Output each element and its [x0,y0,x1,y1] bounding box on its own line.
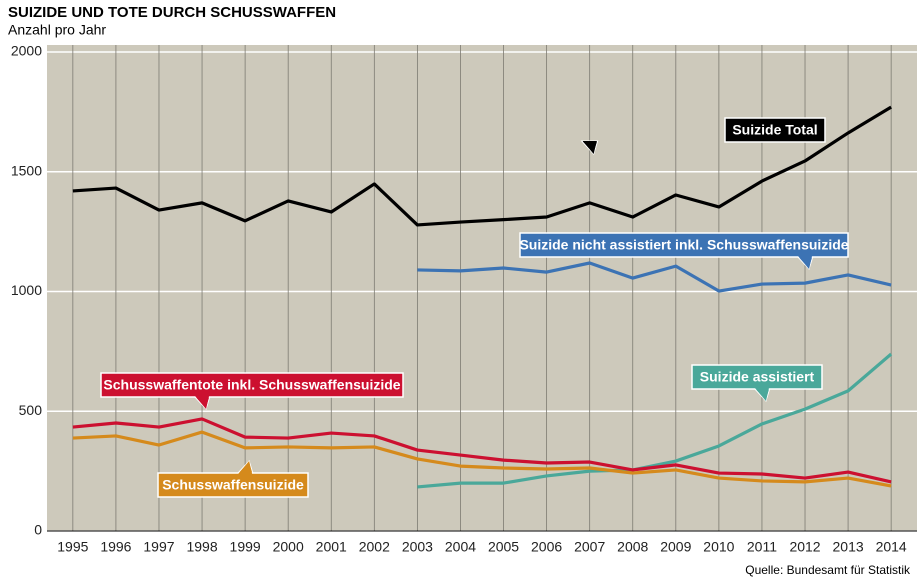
x-tick-label: 2012 [789,539,820,555]
callout-box [724,117,826,143]
series-line [72,417,892,484]
legend-label: Suizide assistiert [700,369,815,385]
source: Quelle: Bundesamt für Statistik [745,563,911,577]
chart-title: SUIZIDE UND TOTE DURCH SCHUSSWAFFEN [8,4,336,21]
legend-label: Schusswaffentote inkl. Schusswaffensuizi… [103,377,400,393]
x-tick-label: 2014 [876,539,907,555]
x-tick-label: 1995 [57,539,88,555]
callout-box [100,372,404,398]
callout-pointer [238,461,253,474]
chart-subtitle: Anzahl pro Jahr [8,22,106,38]
y-tick-label: 1000 [11,282,42,298]
x-tick-label: 2004 [445,539,476,555]
series-line [72,430,892,488]
callouts: Suizide Total Suizide nicht assistiert in… [100,117,849,498]
x-tick-label: 1997 [143,539,174,555]
x-tick-label: 1998 [186,539,217,555]
x-tick-label: 2003 [402,539,433,555]
legend-label: Schusswaffensuizide [162,477,304,493]
x-tick-label: 1999 [230,539,261,555]
x-tick-label: 2011 [747,539,777,555]
x-tick-label: 2007 [574,539,605,555]
x-tick-label: 1996 [100,539,131,555]
x-tick-label: 2006 [531,539,562,555]
x-tick-label: 2001 [316,539,347,555]
callout-box [519,232,849,258]
series-line [417,352,893,489]
x-tick-label: 2008 [617,539,648,555]
y-tick-label: 1500 [11,162,42,178]
y-tick-label: 2000 [11,43,42,59]
series-line [72,105,892,227]
x-tick-label: 2002 [359,539,390,555]
y-tick-label: 500 [19,402,43,418]
callout-pointer [582,141,597,154]
y-tick-label: 0 [34,522,42,538]
legend-label: Suizide nicht assistiert inkl. Schusswaf… [519,237,848,253]
x-tick-label: 2010 [703,539,734,555]
x-tick-label: 2013 [833,539,864,555]
x-tick-label: 2005 [488,539,519,555]
x-tick-label: 2000 [273,539,304,555]
x-tick-label: 2009 [660,539,691,555]
grid [47,45,917,532]
callout-pointer [754,388,769,401]
series-line [417,261,892,293]
callout-box [157,472,309,498]
callout-pointer [195,396,210,409]
legend-label: Suizide Total [732,122,817,138]
callout-pointer [798,256,813,269]
lines [72,105,893,489]
